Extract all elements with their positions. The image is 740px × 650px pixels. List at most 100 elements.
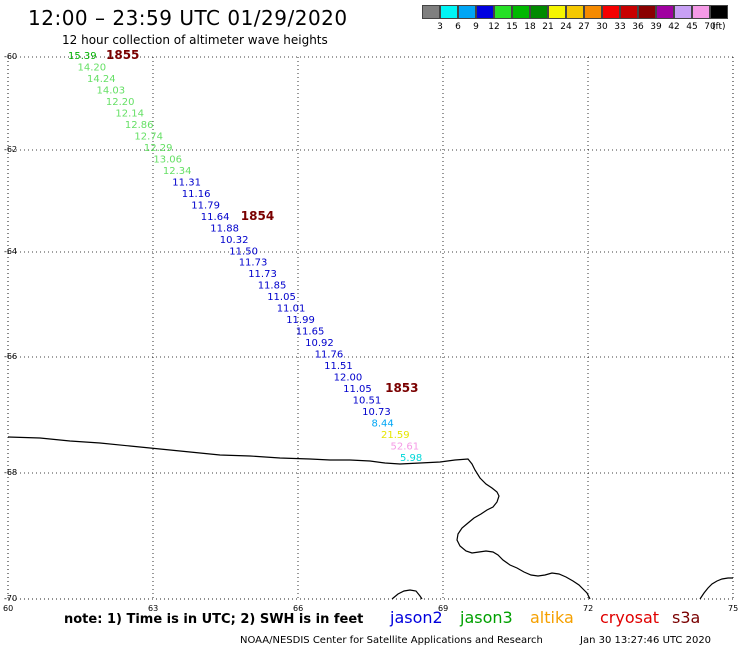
- legend-label: 45: [686, 22, 698, 32]
- wave-height-value: 8.44: [372, 419, 394, 430]
- legend-label: 15: [506, 22, 518, 32]
- legend-swatch: [422, 5, 440, 19]
- legend-label: 21: [542, 22, 554, 32]
- legend-swatch: [620, 5, 638, 19]
- satellite-name: s3a: [672, 608, 701, 627]
- coastline-shelf: [7, 436, 591, 600]
- latitude-label: -62: [4, 145, 18, 154]
- legend-swatch: [440, 5, 458, 19]
- longitude-label: 75: [728, 604, 739, 613]
- longitude-label: 66: [293, 604, 304, 613]
- figure-title: 12:00 – 23:59 UTC 01/29/2020: [28, 6, 348, 30]
- wave-height-value: 11.99: [286, 315, 315, 326]
- wave-height-value: 10.51: [353, 396, 382, 407]
- wave-height-value: 11.65: [296, 327, 325, 338]
- coastline-east: [699, 577, 733, 600]
- wave-height-value: 12.74: [134, 131, 163, 142]
- legend-label: 70: [704, 22, 716, 32]
- wave-height-value: 12.14: [115, 108, 144, 119]
- latitude-label: -68: [4, 468, 18, 477]
- wave-height-value: 5.98: [400, 453, 422, 464]
- latitude-label: -70: [4, 594, 18, 603]
- wave-height-value: 11.76: [315, 350, 344, 361]
- wave-height-value: 11.73: [239, 258, 268, 269]
- legend-swatch: [566, 5, 584, 19]
- wave-height-value: 11.50: [229, 246, 258, 257]
- legend-label: 42: [668, 22, 680, 32]
- satellite-name: jason3: [460, 608, 513, 627]
- legend-label: 3: [437, 22, 443, 32]
- legend-swatch: [530, 5, 548, 19]
- observation-layer: 15.3914.2014.2414.0312.2012.1412.8612.74…: [68, 48, 422, 464]
- wave-height-value: 14.20: [78, 63, 107, 74]
- legend-label: 12: [488, 22, 500, 32]
- legend-swatch: [512, 5, 530, 19]
- credit-line: NOAA/NESDIS Center for Satellite Applica…: [240, 635, 543, 646]
- legend-swatch: [638, 5, 656, 19]
- wave-height-value: 13.06: [153, 154, 182, 165]
- wave-height-value: 12.00: [334, 373, 363, 384]
- wave-height-value: 12.29: [144, 143, 173, 154]
- coastline-south: [391, 589, 423, 600]
- satellite-name: jason2: [390, 608, 443, 627]
- longitude-label: 72: [583, 604, 594, 613]
- legend-label: 24: [560, 22, 572, 32]
- legend-label: 9: [473, 22, 479, 32]
- legend-swatch: [602, 5, 620, 19]
- wave-height-value: 11.64: [201, 212, 230, 223]
- wave-height-value: 14.03: [97, 86, 126, 97]
- wave-height-value: 11.79: [191, 200, 220, 211]
- pass-id-label: 1853: [385, 381, 418, 395]
- wave-height-value: 52.61: [391, 442, 420, 453]
- wave-height-value: 10.73: [362, 407, 391, 418]
- wave-height-value: 11.01: [277, 304, 306, 315]
- figure-subtitle: 12 hour collection of altimeter wave hei…: [62, 33, 328, 47]
- legend-swatch: [476, 5, 494, 19]
- wave-height-value: 15.39: [68, 51, 97, 62]
- wave-height-value: 11.31: [172, 177, 201, 188]
- footer-note: note: 1) Time is in UTC; 2) SWH is in fe…: [64, 612, 364, 627]
- wave-height-value: 11.73: [248, 269, 277, 280]
- legend-unit: (ft): [712, 22, 726, 32]
- latitude-label: -60: [4, 52, 18, 61]
- wave-height-value: 11.85: [258, 281, 287, 292]
- pass-id-label: 1855: [106, 48, 139, 62]
- legend-label: 33: [614, 22, 626, 32]
- legend-swatch: [458, 5, 476, 19]
- pass-id-label: 1854: [241, 209, 274, 223]
- wave-height-value: 21.59: [381, 430, 410, 441]
- wave-height-value: 11.88: [210, 223, 239, 234]
- longitude-label: 63: [148, 604, 159, 613]
- latitude-label: -66: [4, 352, 18, 361]
- legend-swatch: [584, 5, 602, 19]
- timestamp: Jan 30 13:27:46 UTC 2020: [580, 635, 712, 646]
- wave-height-value: 14.24: [87, 74, 116, 85]
- legend-label: 30: [596, 22, 608, 32]
- legend-label: 36: [632, 22, 644, 32]
- legend-label: 18: [524, 22, 536, 32]
- wave-height-value: 12.86: [125, 120, 154, 131]
- legend-label: 6: [455, 22, 461, 32]
- legend-label: 39: [650, 22, 662, 32]
- wave-height-value: 10.32: [220, 235, 249, 246]
- satellite-name: cryosat: [600, 608, 660, 627]
- satellite-name: altika: [530, 608, 574, 627]
- longitude-label: 60: [3, 604, 14, 613]
- wave-height-value: 11.05: [343, 384, 372, 395]
- wave-height-value: 11.05: [267, 292, 296, 303]
- legend-swatch: [710, 5, 728, 19]
- latitude-label: -64: [4, 247, 18, 256]
- legend-swatch: [656, 5, 674, 19]
- wave-height-value: 12.20: [106, 97, 135, 108]
- graticule: [7, 56, 734, 600]
- legend-swatch: [674, 5, 692, 19]
- wave-height-value: 11.16: [182, 189, 211, 200]
- wave-height-value: 11.51: [324, 361, 353, 372]
- legend-label: 27: [578, 22, 590, 32]
- legend-swatch: [692, 5, 710, 19]
- wave-height-value: 10.92: [305, 338, 334, 349]
- legend-swatch: [494, 5, 512, 19]
- longitude-label: 69: [438, 604, 449, 613]
